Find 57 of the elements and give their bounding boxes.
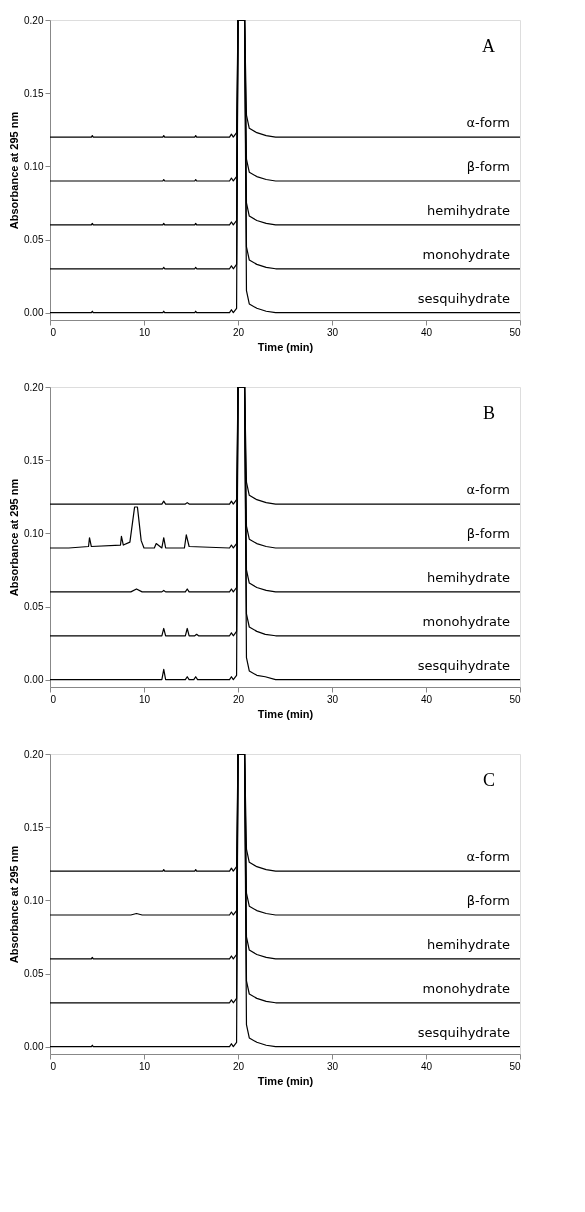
y-tick-label: 0.05 <box>24 968 44 980</box>
x-tick-label: 20 <box>232 693 245 705</box>
series-label: α-form <box>466 849 510 865</box>
y-axis-title: Absorbance at 295 nm <box>8 845 21 964</box>
x-tick-label: 40 <box>420 326 433 338</box>
x-tick-label: 20 <box>232 326 245 338</box>
x-tick-label: 40 <box>420 693 433 705</box>
y-tick-label: 0.15 <box>24 454 44 466</box>
series-label: hemihydrate <box>426 936 510 952</box>
y-axis-title: Absorbance at 295 nm <box>8 478 21 597</box>
series-label: β-form <box>466 158 510 174</box>
x-tick-label: 40 <box>420 1060 433 1072</box>
x-tick-label: 10 <box>138 1060 151 1072</box>
y-tick-label: 0.20 <box>24 14 44 26</box>
x-tick-label: 10 <box>138 693 151 705</box>
x-tick-label: 50 <box>509 1060 521 1072</box>
series-label: monohydrate <box>422 246 510 262</box>
series-label: sesquihydrate <box>417 290 510 306</box>
series-label: β-form <box>466 892 510 908</box>
x-axis-title: Time (min) <box>257 340 314 353</box>
series-label: sesquihydrate <box>417 1024 510 1040</box>
x-axis-title: Time (min) <box>257 707 314 720</box>
y-tick-label: 0.00 <box>24 307 44 319</box>
x-tick-label: 50 <box>509 693 521 705</box>
series-label: α-form <box>466 115 510 131</box>
annotation: B <box>482 403 495 423</box>
x-tick-label: 30 <box>326 1060 339 1072</box>
y-tick-label: 0.20 <box>24 748 44 760</box>
y-axis-title: Absorbance at 295 nm <box>8 111 21 230</box>
x-tick-label: 0 <box>50 1060 57 1072</box>
x-axis-title: Time (min) <box>257 1074 314 1087</box>
x-tick-label: 0 <box>50 693 57 705</box>
y-tick-label: 0.05 <box>24 234 44 246</box>
x-tick-label: 30 <box>326 693 339 705</box>
annotation: A <box>482 36 495 56</box>
y-tick-label: 0.10 <box>24 527 44 539</box>
y-tick-label: 0.15 <box>24 821 44 833</box>
series-label: hemihydrate <box>426 569 510 585</box>
series-label: hemihydrate <box>426 202 510 218</box>
y-tick-label: 0.10 <box>24 160 44 172</box>
y-tick-label: 0.15 <box>24 87 44 99</box>
series-label: sesquihydrate <box>417 657 510 673</box>
series-label: monohydrate <box>422 613 510 629</box>
x-tick-label: 20 <box>232 1060 245 1072</box>
series-label: α-form <box>466 482 510 498</box>
y-tick-label: 0.00 <box>24 674 44 686</box>
series-label: monohydrate <box>422 980 510 996</box>
y-tick-label: 0.10 <box>24 894 44 906</box>
x-tick-label: 50 <box>509 326 521 338</box>
x-tick-label: 0 <box>50 326 57 338</box>
x-tick-label: 10 <box>138 326 151 338</box>
x-tick-label: 30 <box>326 326 339 338</box>
y-tick-label: 0.00 <box>24 1041 44 1053</box>
y-tick-label: 0.05 <box>24 601 44 613</box>
series-label: β-form <box>466 525 510 541</box>
annotation: C <box>482 770 495 790</box>
y-tick-label: 0.20 <box>24 381 44 393</box>
